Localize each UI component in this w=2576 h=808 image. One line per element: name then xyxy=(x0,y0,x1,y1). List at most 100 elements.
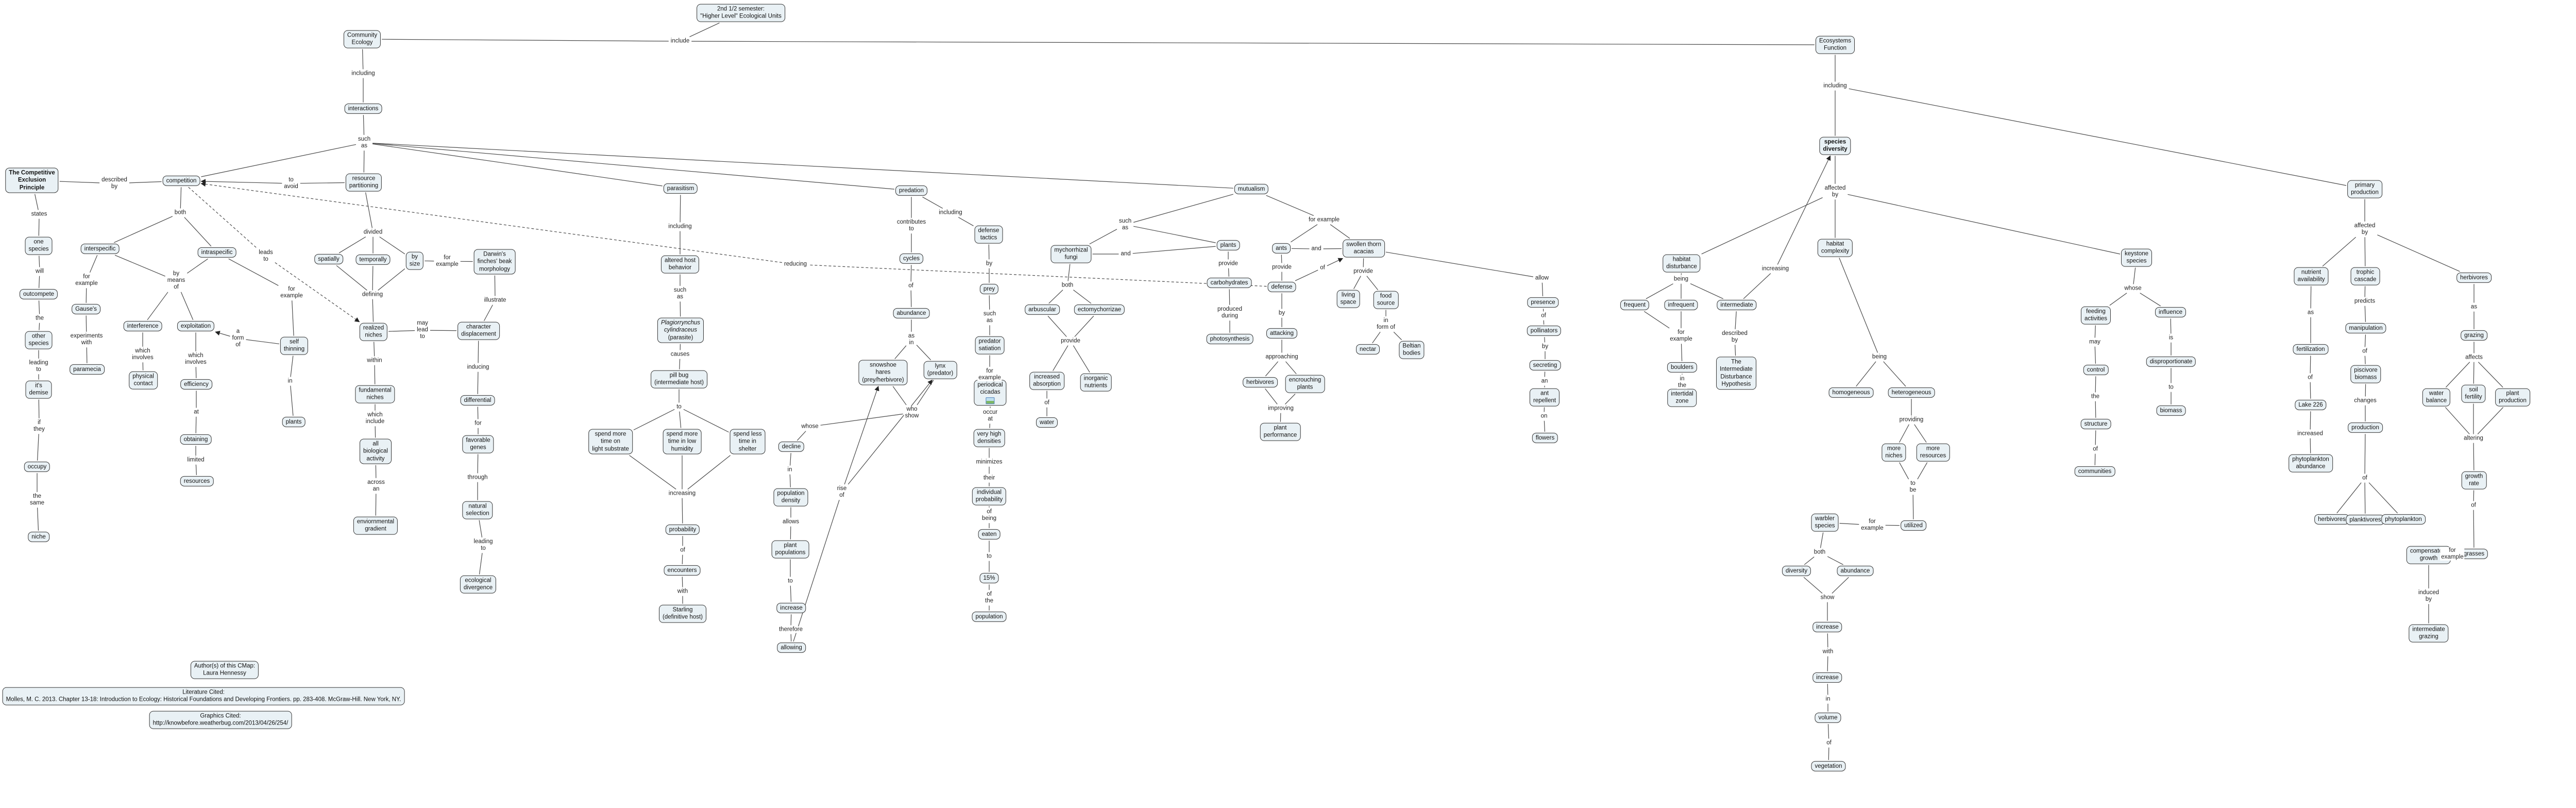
concept-node-favorable_genes[interactable]: favorable genes xyxy=(462,435,494,453)
concept-node-pill_bug[interactable]: pill bug (intermediate host) xyxy=(651,370,707,389)
concept-node-abundance_w[interactable]: abundance xyxy=(1837,565,1874,577)
concept-node-community_ecology[interactable]: Community Ecology xyxy=(343,30,381,48)
concept-node-frequent[interactable]: frequent xyxy=(1620,299,1650,311)
concept-node-intraspecific[interactable]: intraspecific xyxy=(197,247,236,258)
concept-node-all_bio[interactable]: all biological activity xyxy=(360,439,392,464)
concept-node-habitat_disturbance[interactable]: habitat disturbance xyxy=(1663,254,1701,273)
concept-node-more_resources[interactable]: more resources xyxy=(1916,443,1950,462)
concept-node-influence[interactable]: influence xyxy=(2155,307,2187,318)
concept-node-resource_partitioning[interactable]: resource partitioning xyxy=(345,173,382,192)
concept-node-predation[interactable]: predation xyxy=(895,185,927,196)
concept-node-phytoplankton[interactable]: phytoplankton xyxy=(2381,514,2426,525)
concept-node-heterogeneous[interactable]: heterogeneous xyxy=(1888,387,1935,398)
concept-node-interspecific[interactable]: interspecific xyxy=(80,243,120,255)
concept-node-prey[interactable]: prey xyxy=(979,283,999,295)
concept-node-by_size[interactable]: by size xyxy=(405,251,424,270)
concept-node-volume[interactable]: volume xyxy=(1815,712,1841,723)
concept-node-warbler[interactable]: warbler species xyxy=(1811,513,1839,532)
concept-node-defense[interactable]: defense xyxy=(1267,281,1296,293)
concept-node-title[interactable]: 2nd 1/2 semester: "Higher Level" Ecologi… xyxy=(697,4,785,22)
concept-node-fertilization[interactable]: fertilization xyxy=(2293,344,2329,355)
concept-node-planktivores[interactable]: planktivores xyxy=(2346,514,2385,526)
concept-node-soil_fertility[interactable]: soil fertility xyxy=(2461,384,2486,403)
concept-node-arbuscular[interactable]: arbuscular xyxy=(1025,304,1060,315)
concept-node-species_diversity[interactable]: species diversity xyxy=(1819,137,1851,155)
concept-node-self_thinning[interactable]: self thinning xyxy=(280,336,309,355)
concept-node-increase_w2[interactable]: increase xyxy=(1812,672,1842,683)
concept-node-herbivores_g[interactable]: herbivores xyxy=(2456,272,2492,283)
concept-node-gauses[interactable]: Gause's xyxy=(72,304,100,315)
concept-node-efficiency[interactable]: efficiency xyxy=(180,379,212,390)
concept-node-acacias[interactable]: swollen thorn acacias xyxy=(1343,239,1385,258)
concept-node-population_c[interactable]: population xyxy=(972,611,1007,622)
concept-node-cep[interactable]: The Competitive Exclusion Principle xyxy=(5,167,59,193)
concept-node-natural_selection[interactable]: natural selection xyxy=(462,501,493,519)
concept-node-ecosystems_function[interactable]: Ecosystems Function xyxy=(1816,36,1855,54)
concept-node-herbivores_m[interactable]: herbivores xyxy=(1243,377,1278,388)
concept-node-photosynthesis[interactable]: photosynthesis xyxy=(1206,333,1253,345)
concept-node-graphics_box[interactable]: Graphics Cited: http://knowbefore.weathe… xyxy=(149,711,292,729)
concept-node-ecto[interactable]: ectomychorrizae xyxy=(1074,304,1125,315)
concept-node-decline[interactable]: decline xyxy=(778,441,805,452)
concept-node-lynx[interactable]: lynx (predator) xyxy=(923,361,957,379)
concept-node-nectar[interactable]: nectar xyxy=(1356,344,1380,355)
concept-node-increase_w1[interactable]: increase xyxy=(1812,621,1842,633)
concept-node-exploitation[interactable]: exploitation xyxy=(177,321,215,332)
concept-node-herbivores_t[interactable]: herbivores xyxy=(2314,514,2349,525)
concept-node-biomass[interactable]: biomass xyxy=(2156,405,2186,416)
concept-node-starling[interactable]: Starling (definitive host) xyxy=(659,604,706,623)
concept-node-boulders[interactable]: boulders xyxy=(1667,362,1698,373)
concept-node-fifteen[interactable]: 15% xyxy=(979,573,999,584)
concept-node-disproportionate[interactable]: disproportionate xyxy=(2146,356,2196,367)
concept-node-attacking[interactable]: attacking xyxy=(1266,328,1298,339)
concept-node-allowing[interactable]: allowing xyxy=(777,642,806,653)
concept-node-defense_tactics[interactable]: defense tactics xyxy=(974,225,1003,244)
concept-node-inorganic[interactable]: inorganic nutrients xyxy=(1080,373,1112,392)
concept-node-food_source[interactable]: food source xyxy=(1373,291,1399,309)
concept-node-ants[interactable]: ants xyxy=(1272,243,1291,254)
concept-node-differential[interactable]: differential xyxy=(460,395,495,406)
concept-node-diversity_w[interactable]: diversity xyxy=(1782,565,1811,577)
concept-node-probability[interactable]: probability xyxy=(665,524,700,535)
concept-node-infrequent[interactable]: infrequent xyxy=(1664,299,1698,311)
concept-node-water[interactable]: water xyxy=(1036,417,1058,428)
concept-node-competition[interactable]: competition xyxy=(162,175,200,187)
concept-node-other_species[interactable]: other species xyxy=(25,331,53,349)
concept-node-flowers[interactable]: flowers xyxy=(1532,432,1558,444)
concept-node-vegetation[interactable]: vegetation xyxy=(1811,761,1846,772)
concept-node-plagio[interactable]: Plagiorrynchus cylindraceus (parasite) xyxy=(657,317,704,343)
concept-node-altered_host[interactable]: altered host behavior xyxy=(660,255,700,274)
concept-node-ant_repellent[interactable]: ant repellent xyxy=(1529,388,1560,407)
concept-node-pollinators[interactable]: pollinators xyxy=(1527,325,1562,336)
concept-node-pop_density[interactable]: population density xyxy=(773,488,808,507)
concept-node-author_box[interactable]: Author(s) of this CMap: Laura Hennessy xyxy=(190,661,259,679)
concept-node-habitat_complexity[interactable]: habitat complexity xyxy=(1817,239,1853,257)
concept-node-spatially[interactable]: spatially xyxy=(314,254,343,265)
concept-node-structure[interactable]: structure xyxy=(2080,418,2111,430)
concept-node-homogeneous[interactable]: homogeneous xyxy=(1828,387,1874,398)
concept-node-primary_production[interactable]: primary production xyxy=(2347,180,2382,198)
concept-node-lit_box[interactable]: Literature Cited: Molles, M. C. 2013. Ch… xyxy=(2,687,405,705)
concept-node-eco_divergence[interactable]: ecological divergence xyxy=(460,575,497,594)
concept-node-physical_contact[interactable]: physical contact xyxy=(129,371,158,390)
concept-node-secreting[interactable]: secreting xyxy=(1529,360,1561,371)
concept-node-env_gradient[interactable]: enviornmental gradient xyxy=(353,516,398,535)
concept-node-nutrient_availability[interactable]: nutrient availability xyxy=(2294,267,2329,285)
concept-node-its_demise[interactable]: it's demise xyxy=(25,380,52,399)
concept-node-abundance_p[interactable]: abundance xyxy=(893,308,930,319)
concept-node-occupy[interactable]: occupy xyxy=(24,461,50,473)
concept-node-feeding_activities[interactable]: feeding activities xyxy=(2080,306,2111,325)
concept-node-plant_populations[interactable]: plant populations xyxy=(771,540,809,559)
concept-node-increase_pp[interactable]: increase xyxy=(776,602,806,614)
concept-node-smt_light[interactable]: spend more time on light substrate xyxy=(588,429,633,454)
concept-node-encrouching[interactable]: encrouching plants xyxy=(1285,375,1325,393)
concept-node-character_displacement[interactable]: character displacement xyxy=(457,322,500,340)
concept-node-niche[interactable]: niche xyxy=(28,531,49,543)
concept-node-keystone[interactable]: keystone species xyxy=(2121,248,2153,267)
concept-node-plants_m[interactable]: plants xyxy=(1216,240,1240,251)
concept-node-piscivore_biomass[interactable]: piscivore biomass xyxy=(2350,365,2381,383)
concept-node-outcompete[interactable]: outcompete xyxy=(19,289,58,300)
concept-node-interference[interactable]: interference xyxy=(123,321,162,332)
concept-node-water_balance[interactable]: water balance xyxy=(2422,388,2451,407)
concept-node-growth_rate[interactable]: growth rate xyxy=(2461,471,2487,490)
